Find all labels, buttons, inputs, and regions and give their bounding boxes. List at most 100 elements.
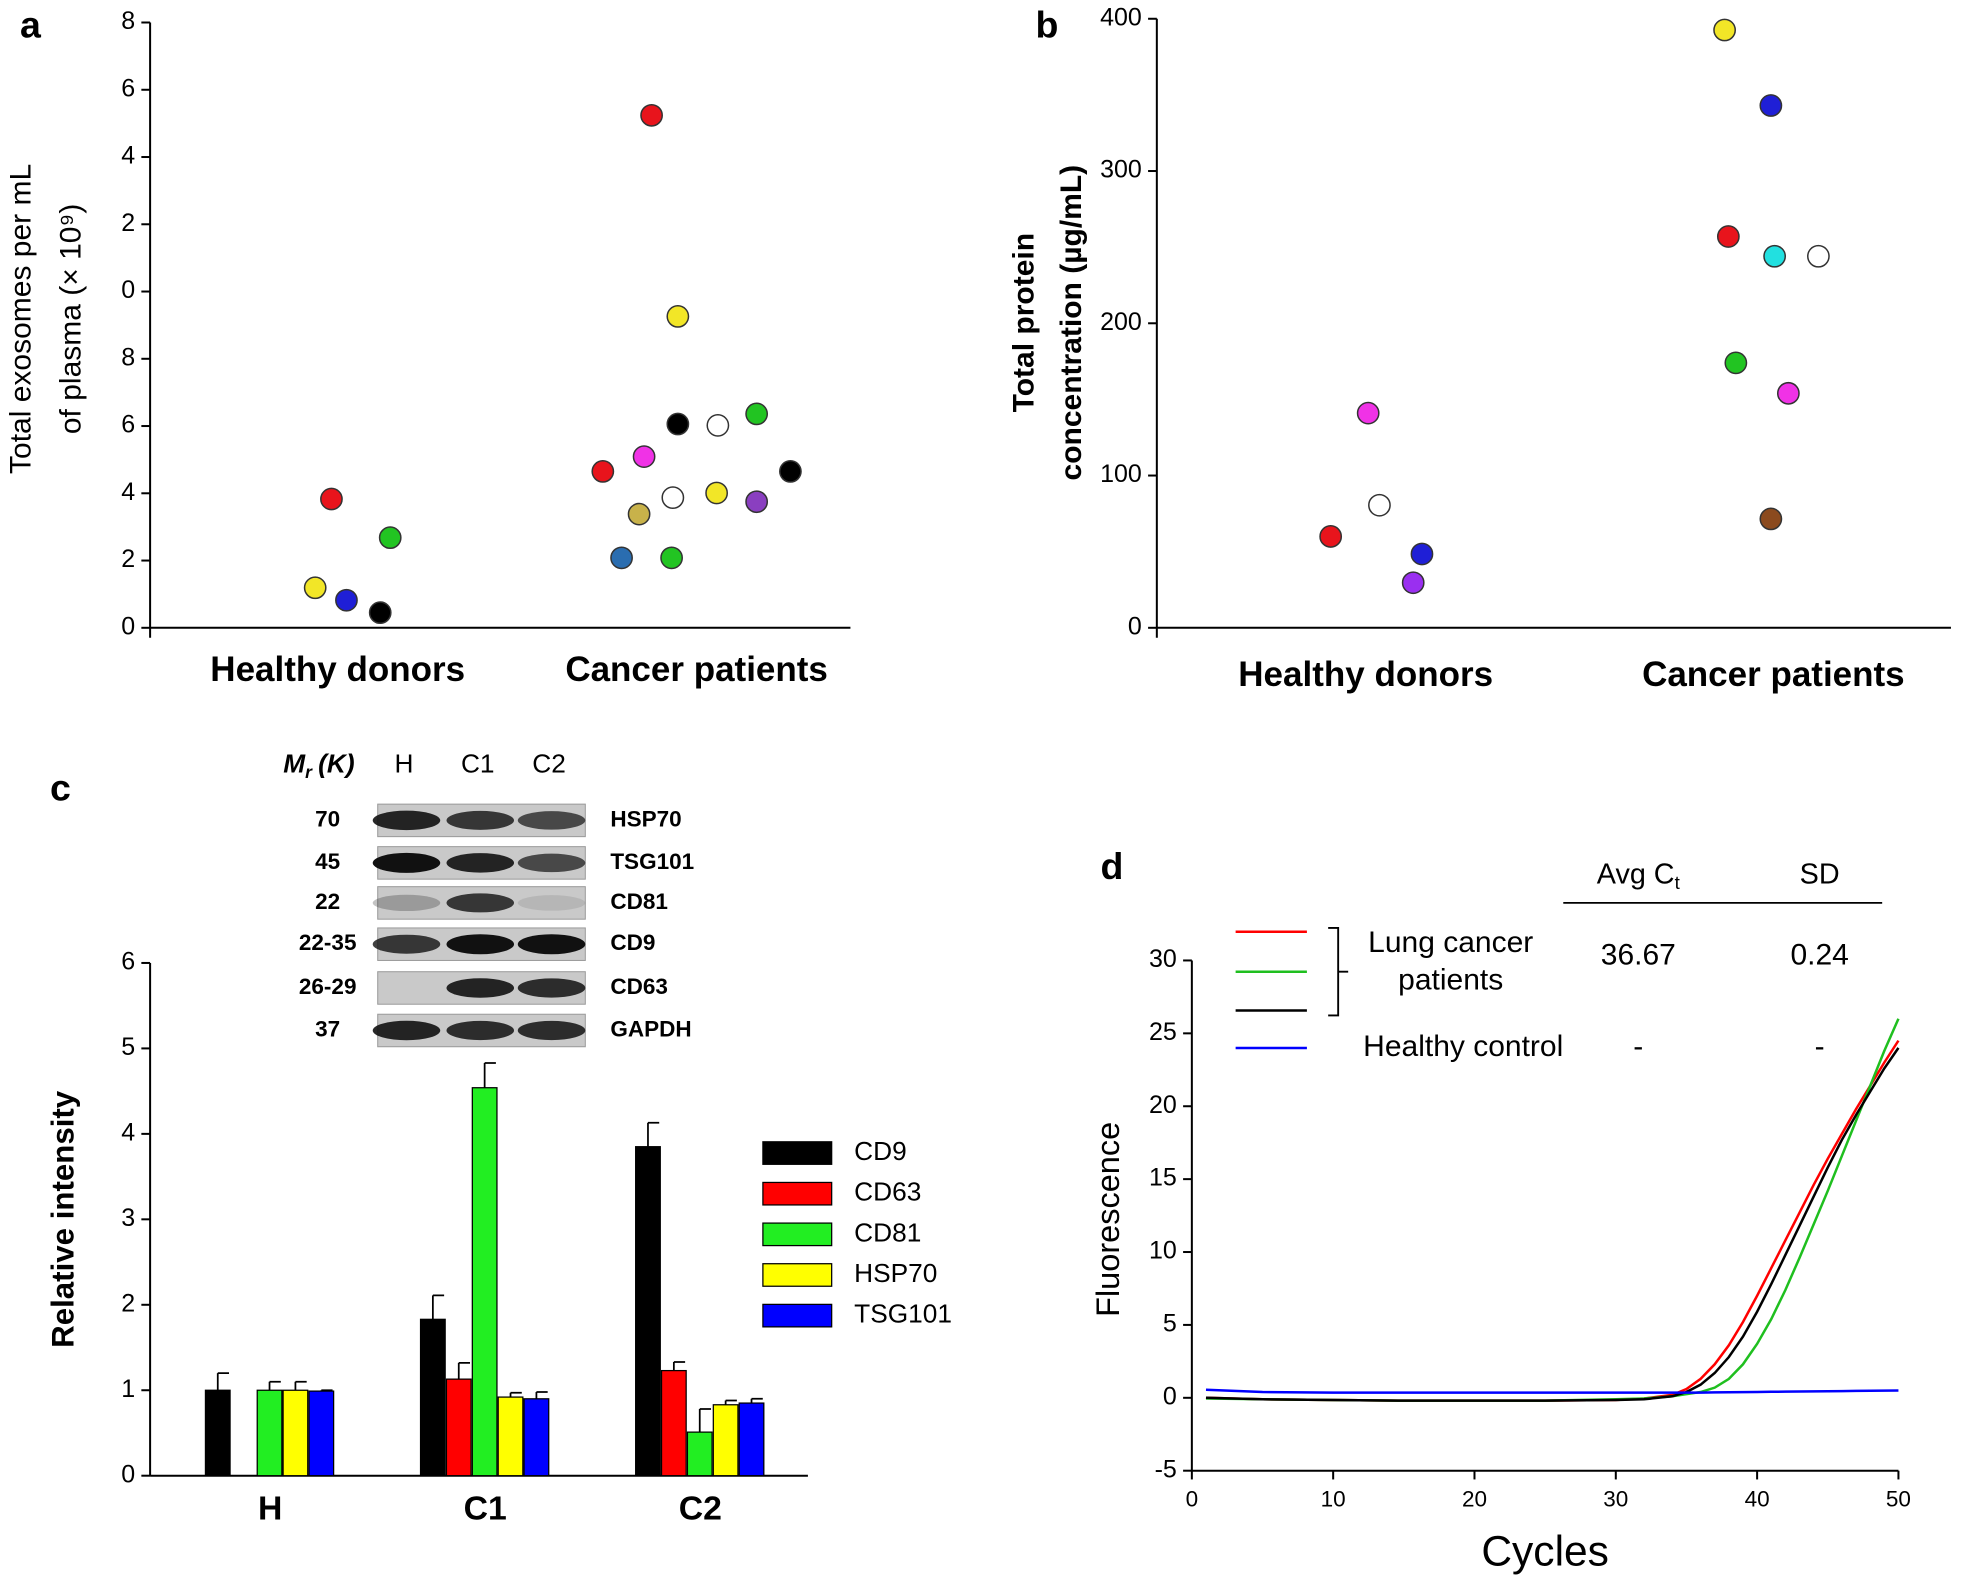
bar bbox=[471, 1087, 498, 1477]
y-tick-label: 15 bbox=[1149, 1164, 1177, 1192]
blot-band bbox=[446, 893, 515, 913]
blot-band bbox=[517, 934, 586, 955]
data-point bbox=[1401, 571, 1425, 595]
bar bbox=[635, 1146, 661, 1477]
category-label: C1 bbox=[464, 1490, 507, 1528]
error-bar bbox=[216, 1372, 230, 1391]
error-bar bbox=[698, 1408, 711, 1433]
legend-label: TSG101 bbox=[854, 1299, 952, 1329]
legend-label: CD63 bbox=[854, 1177, 921, 1207]
blot-band bbox=[517, 895, 586, 911]
mass-label: 22 bbox=[315, 889, 340, 914]
x-tick-label: 40 bbox=[1745, 1487, 1770, 1512]
blot-band bbox=[517, 811, 586, 830]
data-point bbox=[1759, 94, 1783, 117]
legend-label: Lung cancer bbox=[1368, 926, 1533, 959]
bar bbox=[712, 1404, 739, 1477]
y-tick-label: 4 bbox=[121, 1118, 135, 1146]
legend-label: CD9 bbox=[854, 1136, 907, 1166]
error-bar bbox=[294, 1380, 307, 1391]
x-tick-label: 10 bbox=[1321, 1487, 1346, 1512]
legend-label: CD81 bbox=[854, 1217, 921, 1247]
data-point bbox=[1319, 525, 1343, 548]
panel-label: c bbox=[50, 766, 71, 808]
data-point bbox=[1759, 507, 1783, 531]
blot-band bbox=[446, 934, 515, 955]
data-point bbox=[661, 486, 685, 510]
bar bbox=[282, 1389, 309, 1477]
panel-label: b bbox=[1036, 3, 1059, 45]
y-tick-label: -5 bbox=[1155, 1455, 1177, 1483]
data-point bbox=[705, 481, 729, 505]
table-cell: - bbox=[1815, 1030, 1825, 1063]
blot-band bbox=[372, 810, 441, 831]
error-bar bbox=[647, 1121, 660, 1147]
blot-band bbox=[372, 852, 441, 873]
category-label: Healthy donors bbox=[1238, 655, 1493, 694]
error-bar bbox=[724, 1399, 737, 1405]
data-point bbox=[1763, 244, 1787, 268]
y-axis-label: of plasma (× 10⁹) bbox=[54, 204, 87, 434]
protein-label: TSG101 bbox=[610, 849, 694, 874]
y-tick-label: 6 bbox=[121, 74, 135, 102]
lane-label: C2 bbox=[532, 748, 566, 778]
y-tick-label: 5 bbox=[1163, 1310, 1177, 1338]
mass-label: 26-29 bbox=[299, 974, 357, 999]
bar bbox=[204, 1389, 231, 1477]
blot-band bbox=[517, 978, 586, 998]
category-label: Healthy donors bbox=[210, 650, 465, 689]
table-cell: 0.24 bbox=[1790, 939, 1848, 972]
y-tick-label: 6 bbox=[121, 411, 135, 439]
data-point bbox=[1713, 18, 1736, 42]
data-point bbox=[378, 526, 402, 550]
legend-swatch bbox=[762, 1303, 833, 1328]
header-text: SD bbox=[1800, 858, 1840, 890]
error-bar bbox=[509, 1391, 522, 1398]
data-point bbox=[368, 601, 392, 625]
y-tick-label: 0 bbox=[121, 276, 135, 304]
data-point bbox=[745, 490, 769, 514]
data-point bbox=[779, 460, 802, 483]
y-axis-label: Total exosomes per mL bbox=[4, 164, 37, 474]
bar bbox=[686, 1431, 713, 1477]
category-label: H bbox=[258, 1490, 282, 1528]
curve bbox=[1205, 1039, 1900, 1402]
mass-header: Mr (K) bbox=[283, 748, 354, 781]
x-tick-label: 0 bbox=[1186, 1487, 1199, 1512]
bar bbox=[523, 1398, 550, 1477]
y-tick-label: 0 bbox=[1128, 612, 1142, 640]
y-axis-label: Total protein bbox=[1007, 233, 1040, 412]
y-tick-label: 0 bbox=[121, 1460, 135, 1488]
data-point bbox=[1716, 225, 1740, 248]
data-point bbox=[666, 305, 690, 328]
bar bbox=[660, 1369, 687, 1477]
mass-label: 45 bbox=[315, 849, 340, 874]
lane-label: H bbox=[394, 748, 413, 778]
y-tick-label: 400 bbox=[1100, 3, 1142, 31]
blot-band bbox=[517, 853, 586, 873]
x-axis-label: Cycles bbox=[1481, 1529, 1609, 1576]
y-tick-label: 5 bbox=[121, 1033, 135, 1061]
error-bar bbox=[431, 1294, 445, 1320]
legend-swatch bbox=[762, 1222, 833, 1247]
error-bar bbox=[535, 1391, 548, 1399]
protein-label: CD9 bbox=[610, 930, 655, 955]
bar bbox=[419, 1318, 446, 1477]
curve bbox=[1205, 1018, 1900, 1402]
data-point bbox=[666, 412, 690, 436]
data-point bbox=[640, 103, 663, 127]
y-tick-label: 2 bbox=[121, 545, 135, 573]
y-tick-label: 300 bbox=[1100, 156, 1142, 184]
data-point bbox=[1777, 381, 1800, 405]
mass-header-sub: r bbox=[305, 761, 313, 781]
panel-label: a bbox=[20, 3, 42, 45]
legend-swatch bbox=[762, 1181, 833, 1206]
mass-header-suffix: (K) bbox=[318, 748, 354, 778]
data-point bbox=[1807, 244, 1830, 268]
y-tick-label: 0 bbox=[121, 612, 135, 640]
blot-band bbox=[372, 934, 441, 954]
legend-swatch bbox=[762, 1141, 833, 1165]
protein-label: HSP70 bbox=[610, 806, 681, 831]
